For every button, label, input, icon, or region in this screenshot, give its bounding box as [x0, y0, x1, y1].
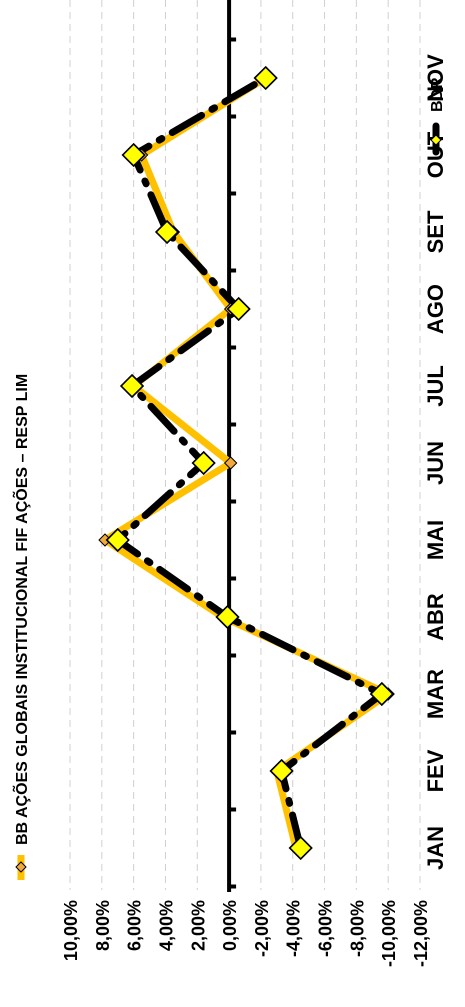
- axes: [227, 0, 237, 892]
- series-2-point: [369, 681, 394, 707]
- category-tick-label: MAI: [423, 520, 448, 560]
- legend: BB AÇÕES GLOBAIS INSTITUCIONAL FIF AÇÕES…: [11, 77, 446, 880]
- value-tick-label: 6,00%: [125, 900, 145, 951]
- legend-label-2: BDR: [429, 77, 446, 112]
- series-2-point: [215, 604, 240, 630]
- category-tick-label: NOV: [423, 54, 448, 102]
- value-tick-label: -12,00%: [411, 900, 431, 967]
- legend-label-1: BB AÇÕES GLOBAIS INSTITUCIONAL FIF AÇÕES…: [11, 374, 31, 845]
- value-tick-label: 10,00%: [61, 900, 81, 961]
- value-tick-label: -10,00%: [379, 900, 399, 967]
- value-tick-label: -6,00%: [316, 900, 336, 957]
- series-1-point: [223, 456, 238, 470]
- series-2-point: [105, 527, 130, 553]
- category-tick-label: FEV: [423, 749, 448, 792]
- category-tick-label: ABR: [423, 593, 448, 641]
- series-group: [98, 65, 395, 861]
- series-2-point: [154, 219, 180, 245]
- category-tick-label: JUN: [423, 441, 448, 485]
- gridlines: [69, 0, 421, 890]
- series-line-1: [101, 75, 392, 849]
- category-tick-label: JAN: [423, 826, 448, 870]
- series-2-point: [253, 65, 278, 91]
- value-tick-label: 8,00%: [93, 900, 113, 951]
- series-2-point: [269, 758, 294, 784]
- category-tick-labels: JANFEVMARABRMAIJUNJULAGOSETOUTNOV: [423, 54, 448, 870]
- category-tick-label: AGO: [423, 284, 448, 334]
- legend-marker-2: [430, 134, 442, 146]
- series-2-point: [191, 450, 216, 476]
- series-2-point: [119, 373, 145, 399]
- category-tick-label: SET: [423, 210, 448, 253]
- value-tick-label: 2,00%: [188, 900, 208, 951]
- legend-marker-1: [15, 861, 27, 873]
- value-tick-label: -4,00%: [284, 900, 304, 957]
- category-tick-label: MAR: [423, 669, 448, 719]
- series-2-point: [226, 296, 251, 322]
- value-tick-label: -2,00%: [252, 900, 272, 957]
- value-tick-label: 4,00%: [156, 900, 176, 951]
- series-2-point: [121, 142, 146, 168]
- value-tick-label: 0,00%: [220, 900, 240, 951]
- series-2-point: [288, 835, 313, 861]
- value-tick-labels: 10,00% 8,00% 6,00% 4,00% 2,00% 0,00% -2,00% -4,…: [61, 900, 431, 967]
- value-tick-label: -8,00%: [347, 900, 367, 957]
- category-tick-label: JUL: [423, 365, 448, 407]
